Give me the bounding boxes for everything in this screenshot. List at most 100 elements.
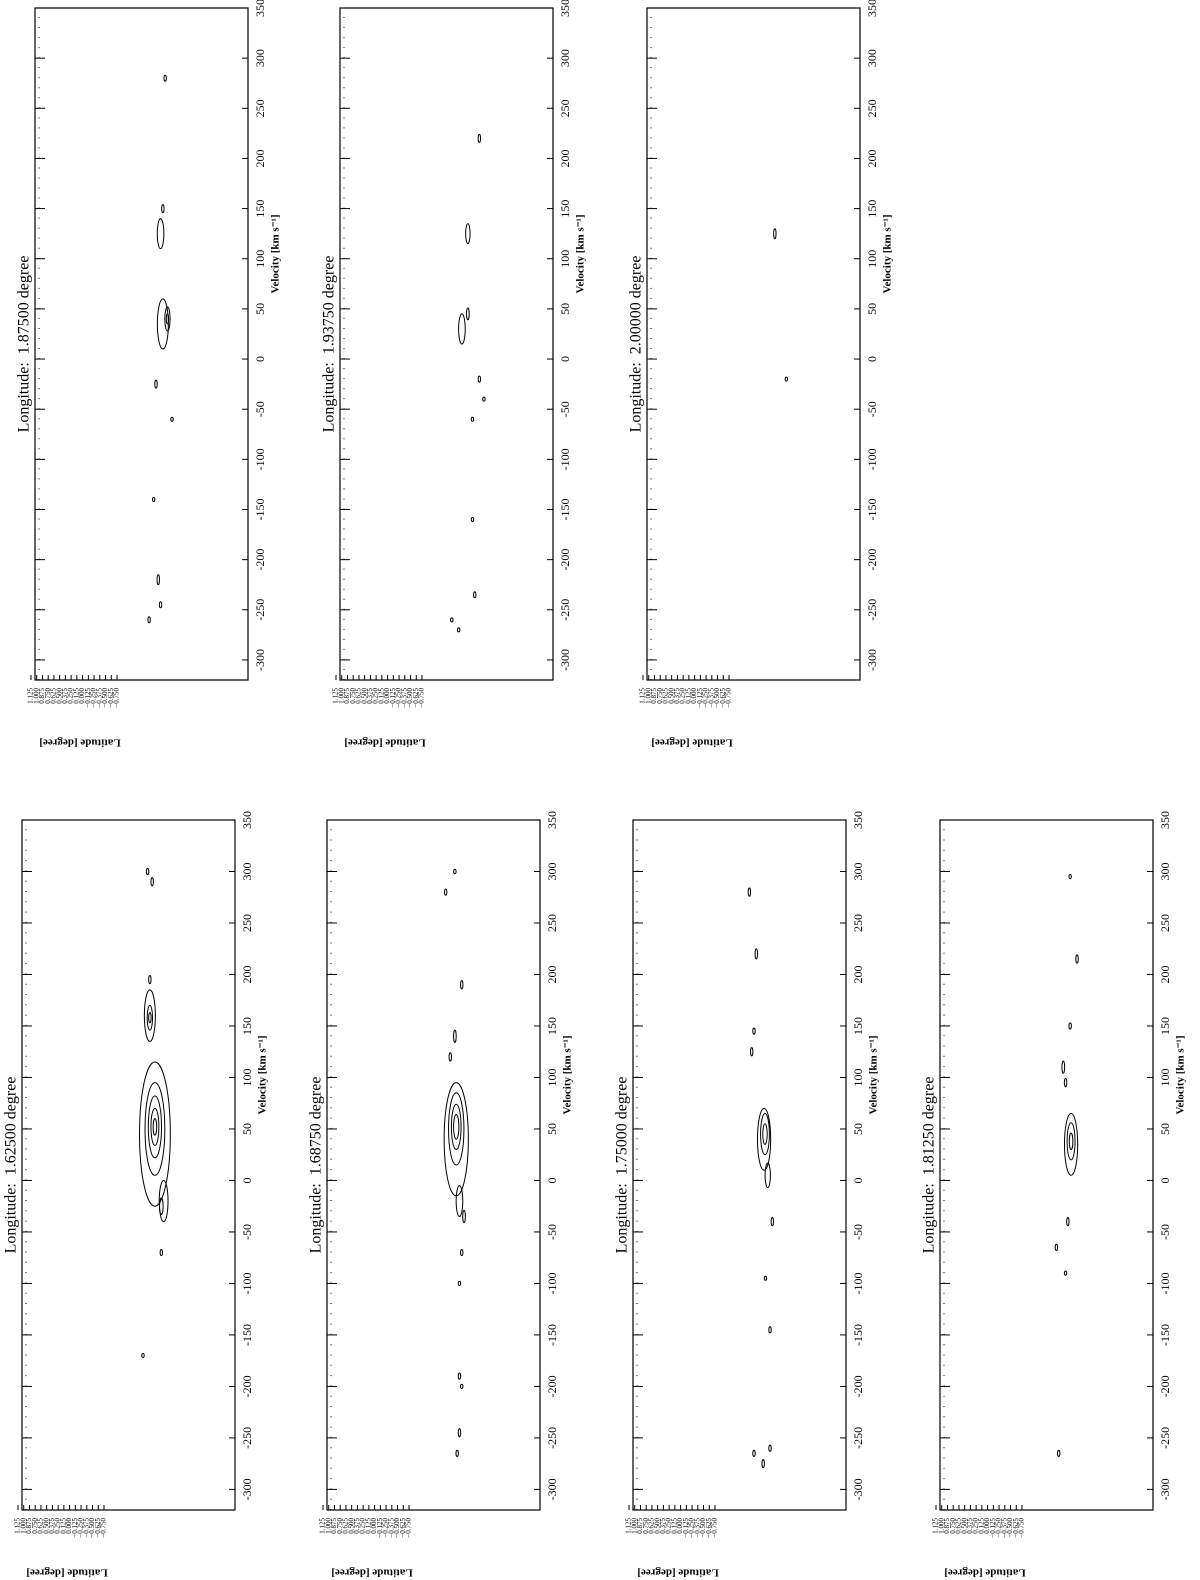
contour xyxy=(754,948,758,960)
contour xyxy=(460,980,464,990)
contour xyxy=(448,1092,465,1166)
y-tick-label: 0.875 xyxy=(650,688,658,704)
x-tick-label: 150 xyxy=(558,200,572,218)
y-tick-label: 0.000 xyxy=(676,1518,684,1534)
contour xyxy=(158,601,163,609)
panel-title: Longitude: 1.93750 degree xyxy=(321,256,338,433)
contour xyxy=(150,1107,160,1146)
x-tick-label: 250 xyxy=(240,914,254,932)
contour xyxy=(156,574,160,586)
contour xyxy=(156,218,165,250)
y-tick-label: −0.500 xyxy=(101,688,109,708)
contour xyxy=(1061,1060,1066,1074)
y-tick-label: 0.250 xyxy=(359,1518,367,1534)
contour xyxy=(147,616,151,624)
y-tick-label: −0.625 xyxy=(719,688,727,708)
contour xyxy=(762,1123,768,1145)
y-tick-label: 1.125 xyxy=(14,1518,22,1534)
plot-frame xyxy=(34,7,249,681)
y-tick-label: 0.000 xyxy=(690,688,698,704)
x-tick-label: 200 xyxy=(1158,965,1172,983)
contour xyxy=(1066,1217,1070,1227)
contour xyxy=(763,1275,768,1281)
y-tick-label: 0.625 xyxy=(955,1518,963,1534)
contour xyxy=(455,1449,459,1457)
y-axis-label: Latitude [degree] xyxy=(26,1566,107,1578)
contour xyxy=(470,416,475,422)
contour xyxy=(1063,1270,1068,1276)
y-tick-label: −0.750 xyxy=(418,688,426,708)
y-tick-label: −0.750 xyxy=(113,688,121,708)
x-tick-label: 150 xyxy=(545,1017,559,1035)
contour xyxy=(460,1248,464,1257)
y-tick-label: 1.125 xyxy=(27,688,35,704)
y-tick-label: −0.500 xyxy=(88,1518,96,1538)
x-axis-label: Velocity [km s⁻¹] xyxy=(575,215,587,294)
contour xyxy=(455,1185,464,1217)
contour xyxy=(1054,1243,1059,1251)
y-tick-label: −0.500 xyxy=(713,688,721,708)
contour xyxy=(457,1372,462,1380)
contour xyxy=(450,617,454,623)
y-tick-label: 1.125 xyxy=(332,688,340,704)
y-tick-label: 1.125 xyxy=(625,1518,633,1534)
contour xyxy=(170,416,174,422)
x-tick-label: 150 xyxy=(253,200,267,218)
contour xyxy=(1068,1022,1072,1030)
y-tick-label: −0.750 xyxy=(725,688,733,708)
y-tick-label: 0.500 xyxy=(42,1518,50,1534)
y-tick-label: 1.125 xyxy=(319,1518,327,1534)
x-tick-label: 200 xyxy=(253,149,267,167)
contour xyxy=(146,1004,154,1031)
x-tick-label: -100 xyxy=(545,1272,559,1294)
contour xyxy=(139,1061,171,1207)
y-tick-label: 0.625 xyxy=(50,688,58,704)
y-tick-label: −0.250 xyxy=(395,688,403,708)
plot-frame xyxy=(646,7,861,681)
contour xyxy=(764,1162,771,1189)
contour xyxy=(453,868,457,875)
contour xyxy=(482,396,486,402)
x-tick-label: 350 xyxy=(240,811,254,829)
x-tick-label: 350 xyxy=(545,811,559,829)
x-tick-label: 250 xyxy=(558,99,572,117)
contour xyxy=(462,1209,466,1224)
y-tick-label: 1.000 xyxy=(337,688,345,704)
y-tick-label: −0.375 xyxy=(387,1518,395,1538)
y-tick-label: 0.250 xyxy=(54,1518,62,1534)
contour xyxy=(456,627,461,633)
panel-title: Longitude: 1.68750 degree xyxy=(308,1077,325,1254)
x-axis-label: Velocity [km s⁻¹] xyxy=(882,215,894,294)
y-tick-label: 0.750 xyxy=(349,688,357,704)
contour xyxy=(152,1118,158,1136)
x-tick-label: -250 xyxy=(558,599,572,621)
x-tick-label: 300 xyxy=(558,49,572,67)
y-tick-label: −0.125 xyxy=(84,688,92,708)
x-tick-label: -150 xyxy=(1158,1324,1172,1346)
contour xyxy=(1063,1077,1068,1088)
y-tick-label: 0.750 xyxy=(642,1518,650,1534)
x-tick-label: -50 xyxy=(240,1224,254,1240)
x-tick-label: -250 xyxy=(240,1427,254,1449)
panel: Longitude: 1.87500 degree -300 -250 -200 -15… xyxy=(16,0,282,748)
y-tick-label: 0.750 xyxy=(949,1518,957,1534)
x-tick-label: -300 xyxy=(545,1478,559,1500)
y-tick-label: −0.625 xyxy=(107,688,115,708)
panel-title: Longitude: 1.75000 degree xyxy=(614,1077,631,1254)
y-tick-label: 0.250 xyxy=(665,1518,673,1534)
x-tick-label: -50 xyxy=(545,1224,559,1240)
contour xyxy=(165,313,170,325)
x-tick-label: 200 xyxy=(865,149,879,167)
y-tick-label: −0.500 xyxy=(699,1518,707,1538)
x-tick-label: -200 xyxy=(558,549,572,571)
contour xyxy=(784,376,789,382)
x-tick-label: 100 xyxy=(253,250,267,268)
y-tick-label: 0.000 xyxy=(370,1518,378,1534)
contour xyxy=(761,1459,765,1469)
contour xyxy=(773,228,777,240)
y-tick-label: −0.125 xyxy=(989,1518,997,1538)
x-tick-label: -50 xyxy=(253,401,267,417)
panel-title: Longitude: 1.62500 degree xyxy=(3,1077,20,1254)
contour xyxy=(749,1047,754,1057)
